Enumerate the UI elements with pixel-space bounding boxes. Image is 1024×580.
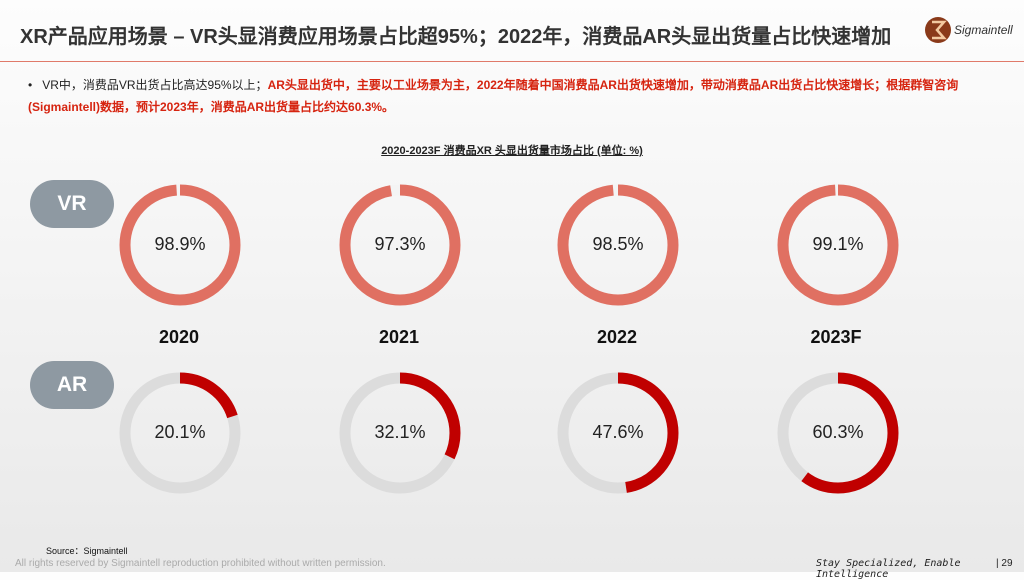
donut-arc bbox=[777, 372, 899, 494]
vr-donut-2021 bbox=[339, 184, 461, 306]
bullet-highlight-text: AR头显出货中，主要以工业场景为主，2022年随着中国消费品AR出货快速增加，带… bbox=[28, 78, 959, 114]
donut-arc bbox=[119, 372, 241, 494]
ar-donut-2021 bbox=[339, 372, 461, 494]
header-divider bbox=[0, 61, 1024, 62]
page-number-value: 29 bbox=[1001, 558, 1013, 569]
year-label: 2023F bbox=[810, 327, 862, 347]
donut-arc bbox=[339, 372, 461, 494]
year-label: 2020 bbox=[158, 327, 200, 347]
logo-text: Sigmaintell bbox=[954, 23, 1013, 37]
donut-value-label: 98.9% bbox=[154, 234, 206, 254]
source-note: Source：Sigmaintell bbox=[46, 546, 128, 556]
donut-arc bbox=[557, 372, 679, 494]
donut-value-label: 47.6% bbox=[592, 422, 644, 442]
copyright-note: All rights reserved by Sigmaintell repro… bbox=[15, 558, 386, 569]
donut-value-label: 60.3% bbox=[812, 422, 864, 442]
page-title: XR产品应用场景 – VR头显消费应用场景占比超95%；2022年，消费品AR头… bbox=[20, 26, 892, 48]
donut-value-label: 99.1% bbox=[812, 234, 864, 254]
bullet-normal-text: VR中，消费品VR出货占比高达95%以上； bbox=[42, 78, 268, 92]
ar-donut-2023F bbox=[777, 372, 899, 494]
donut-value-label: 32.1% bbox=[374, 422, 426, 442]
vr-series-pill: VR bbox=[30, 180, 114, 228]
page-number: | 29 bbox=[996, 558, 1013, 569]
vr-donut-2022 bbox=[557, 184, 679, 306]
year-label: 2021 bbox=[378, 327, 420, 347]
ar-donut-2020 bbox=[119, 372, 241, 494]
summary-bullet: • VR中，消费品VR出货占比高达95%以上；AR头显出货中，主要以工业场景为主… bbox=[28, 78, 959, 114]
logo: Sigmaintell bbox=[924, 15, 1013, 45]
donut-value-label: 20.1% bbox=[154, 422, 206, 442]
donut-value-label: 98.5% bbox=[592, 234, 644, 254]
donut-arc bbox=[119, 184, 241, 306]
chart-title: 2020-2023F 消费品XR 头显出货量市场占比 (单位: %) bbox=[381, 145, 643, 157]
ar-series-pill: AR bbox=[30, 361, 114, 409]
donut-arc bbox=[777, 184, 899, 306]
donut-arc bbox=[557, 184, 679, 306]
ar-donut-2022 bbox=[557, 372, 679, 494]
vr-donut-2023F bbox=[777, 184, 899, 306]
donut-arc bbox=[339, 184, 461, 306]
tagline: Stay Specialized, Enable Intelligence bbox=[816, 558, 961, 580]
donut-value-label: 97.3% bbox=[374, 234, 426, 254]
chart-title-wrap: 2020-2023F 消费品XR 头显出货量市场占比 (单位: %) bbox=[0, 142, 1024, 158]
sigmaintell-logo-icon bbox=[925, 17, 951, 43]
vr-donut-2020 bbox=[119, 184, 241, 306]
year-label: 2022 bbox=[596, 327, 638, 347]
